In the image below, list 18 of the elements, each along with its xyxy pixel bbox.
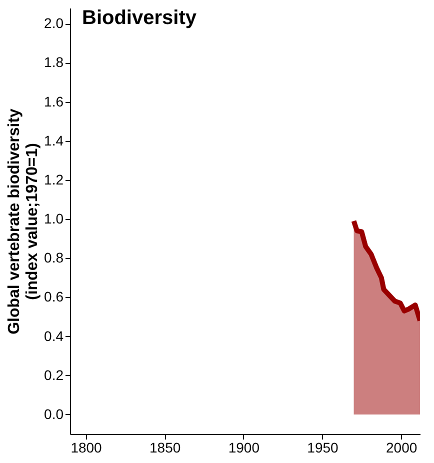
x-tick-label: 1850 [150,440,181,456]
x-tick-label: 1800 [70,440,102,456]
y-tick-label: 1.0 [44,210,64,227]
y-tick-label: 1.2 [44,171,64,188]
y-tick-label: 1.6 [44,93,64,110]
chart-title: Biodiversity [82,7,198,29]
y-axis-title: Global vertebrate biodiversity (index value;1970=1) [6,108,42,334]
y-tick-label: 1.8 [44,54,64,70]
y-tick-label: 0.0 [44,406,64,422]
y-tick-label: 1.4 [44,132,64,148]
y-tick-label: 0.2 [44,366,64,383]
y-tick-label: 2.0 [44,15,64,32]
x-tick-label: 1950 [307,440,339,456]
y-tick-label: 0.8 [44,250,64,266]
y-tick-label: 0.6 [44,288,64,305]
x-tick-label: 2000 [386,440,418,456]
x-tick-label: 1900 [228,440,260,456]
y-tick-label: 0.4 [44,328,64,344]
